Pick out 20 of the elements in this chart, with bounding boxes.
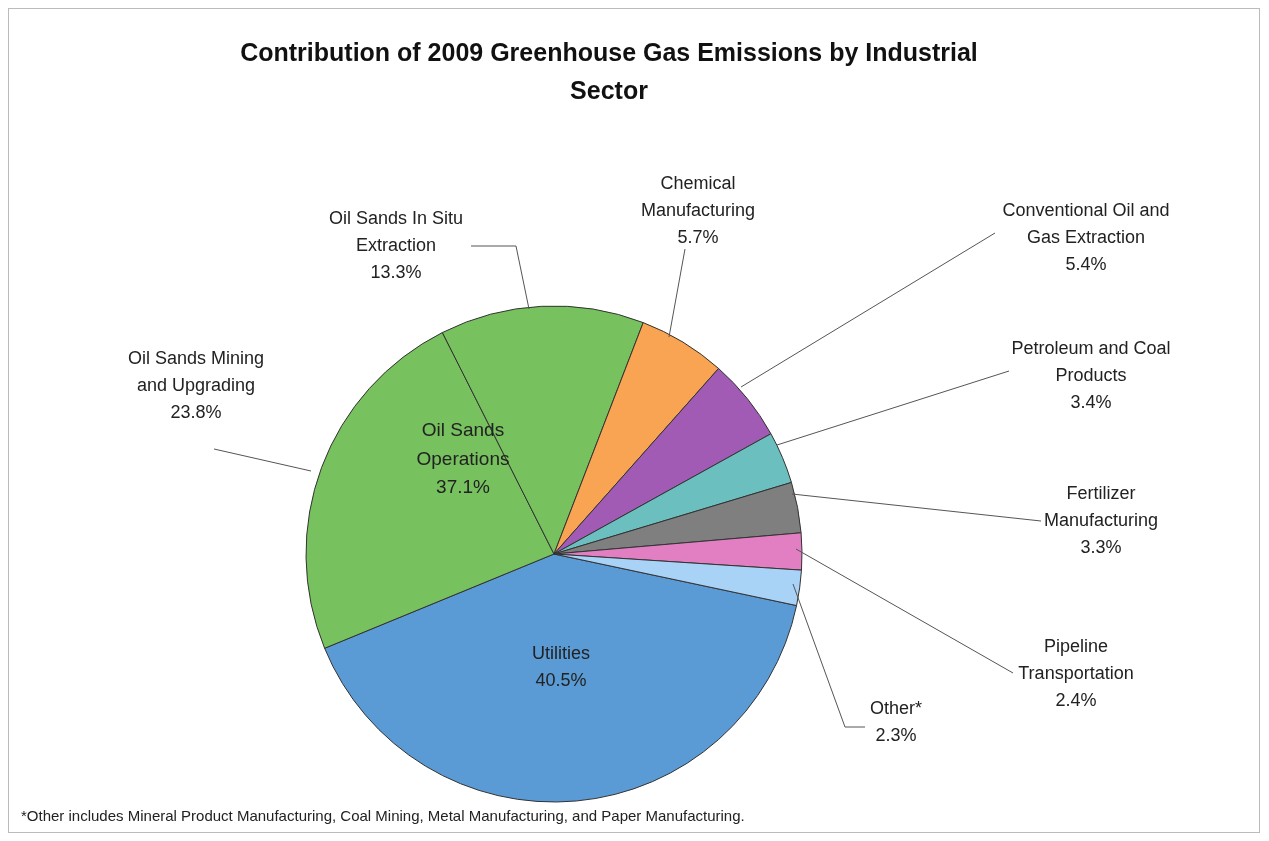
data-label: 13.3% bbox=[370, 262, 422, 282]
slice-label: Utilities bbox=[531, 643, 591, 663]
data-label: 40.5% bbox=[535, 670, 587, 690]
slice-label: Oil Sands Mining and Upgrading bbox=[127, 348, 265, 395]
slice-label: Other* bbox=[869, 698, 923, 718]
data-label: 3.4% bbox=[1070, 392, 1112, 412]
data-label: 3.3% bbox=[1080, 537, 1122, 557]
data-label: 23.8% bbox=[170, 402, 222, 422]
data-label: 2.4% bbox=[1055, 690, 1097, 710]
data-label: 5.7% bbox=[677, 227, 719, 247]
slice-label: Fertilizer Manufacturing bbox=[1043, 483, 1159, 530]
data-label: 2.3% bbox=[875, 725, 917, 745]
slice-label: Chemical Manufacturing bbox=[640, 173, 756, 220]
slice-label: Petroleum and Coal Products bbox=[1011, 338, 1171, 385]
chart-title: Contribution of 2009 Greenhouse Gas Emissions by Industrial Sector bbox=[240, 38, 978, 104]
data-label: 5.4% bbox=[1065, 254, 1107, 274]
slice-label: Oil Sands In Situ Extraction bbox=[328, 208, 464, 255]
slice-label: Conventional Oil and Gas Extraction bbox=[1002, 200, 1170, 247]
slice-label: Pipeline Transportation bbox=[1018, 636, 1134, 683]
text: *Other includes Mineral Product Manufacturing, Coal Mining, Metal Manufacturing, and Paper Manufacturing. bbox=[21, 807, 745, 824]
